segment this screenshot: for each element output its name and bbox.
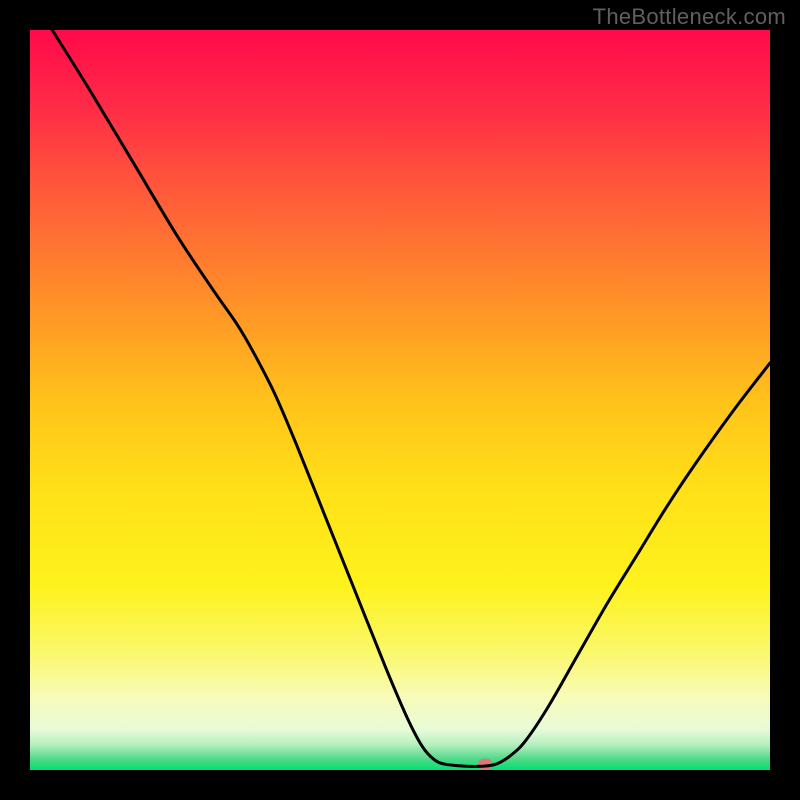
chart-plot-area	[30, 30, 770, 770]
chart-background	[30, 30, 770, 770]
bottleneck-chart	[30, 30, 770, 770]
watermark-text: TheBottleneck.com	[593, 4, 786, 30]
